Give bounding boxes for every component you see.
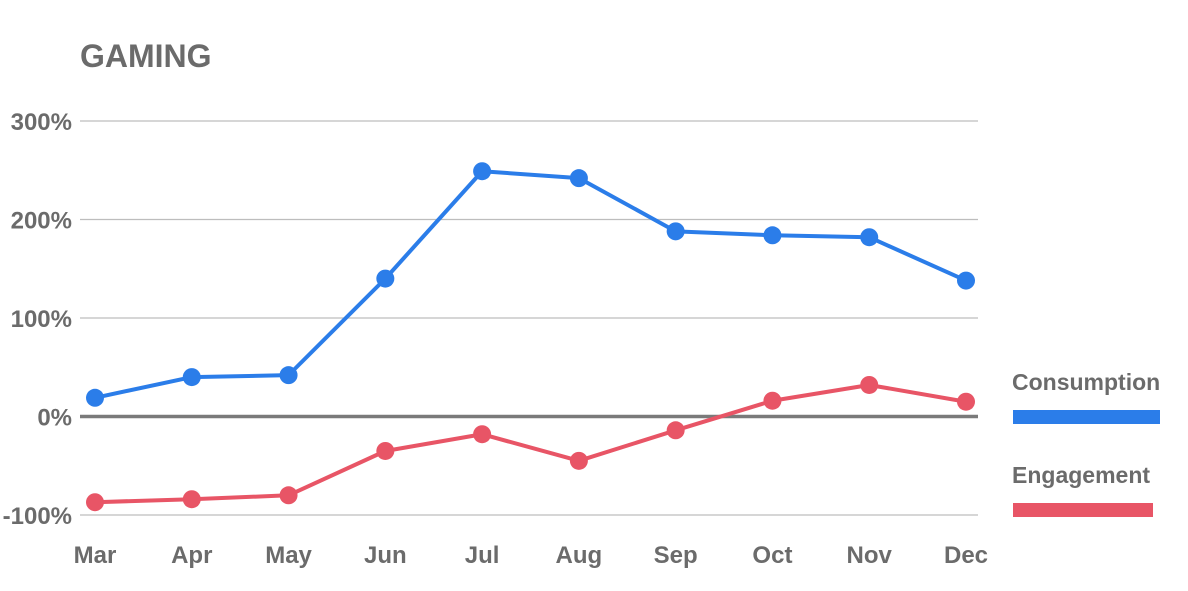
legend-label: Engagement xyxy=(1012,462,1150,488)
data-point-consumption xyxy=(279,366,298,385)
data-point-consumption xyxy=(666,222,685,241)
data-point-engagement xyxy=(86,493,104,512)
data-point-consumption xyxy=(473,162,492,181)
data-point-consumption xyxy=(763,226,782,245)
x-tick-label: Oct xyxy=(752,542,792,569)
data-point-engagement xyxy=(569,451,588,470)
y-axis-ticks: 300% 200% 100% 0% -100% xyxy=(3,109,72,530)
x-tick-label: Aug xyxy=(556,542,603,569)
data-point-engagement xyxy=(182,490,201,509)
series-consumption xyxy=(86,162,975,407)
data-point-engagement xyxy=(473,425,492,444)
data-point-consumption xyxy=(569,169,588,188)
data-point-engagement xyxy=(279,486,298,505)
data-point-consumption xyxy=(376,269,395,288)
series-line-engagement xyxy=(93,382,968,505)
legend-item-engagement: Engagement xyxy=(1012,462,1153,517)
gridlines xyxy=(80,120,978,516)
data-point-consumption xyxy=(860,228,879,247)
chart-title: GAMING xyxy=(80,38,212,74)
legend: Consumption Engagement xyxy=(1012,369,1160,517)
legend-label: Consumption xyxy=(1012,369,1160,395)
data-point-engagement xyxy=(957,392,975,411)
x-tick-label: Jun xyxy=(364,542,407,569)
legend-item-consumption: Consumption xyxy=(1012,369,1160,424)
data-point-consumption xyxy=(957,271,975,290)
y-tick-label: 300% xyxy=(11,109,72,136)
legend-swatch xyxy=(1013,503,1153,517)
y-tick-label: 100% xyxy=(11,306,72,333)
x-tick-label: Apr xyxy=(171,542,212,569)
data-point-consumption xyxy=(86,388,104,407)
series-engagement xyxy=(86,375,975,512)
y-tick-label: -100% xyxy=(3,503,72,530)
y-tick-label: 200% xyxy=(11,208,72,235)
data-point-engagement xyxy=(860,375,879,394)
data-point-engagement xyxy=(376,441,395,460)
x-tick-label: Mar xyxy=(74,542,117,569)
x-tick-label: Dec xyxy=(944,542,988,569)
x-tick-label: May xyxy=(265,542,312,569)
x-tick-label: Sep xyxy=(654,542,698,569)
x-tick-label: Nov xyxy=(847,542,893,569)
data-point-consumption xyxy=(182,368,201,387)
series-line-consumption xyxy=(93,169,968,400)
y-tick-label: 0% xyxy=(37,405,72,432)
data-point-engagement xyxy=(666,421,685,440)
x-axis-ticks: Mar Apr May Jun Jul Aug Sep Oct Nov Dec xyxy=(74,542,988,569)
x-tick-label: Jul xyxy=(465,542,500,569)
series-lines xyxy=(86,162,975,512)
legend-swatch xyxy=(1013,410,1160,424)
data-point-engagement xyxy=(763,391,782,410)
